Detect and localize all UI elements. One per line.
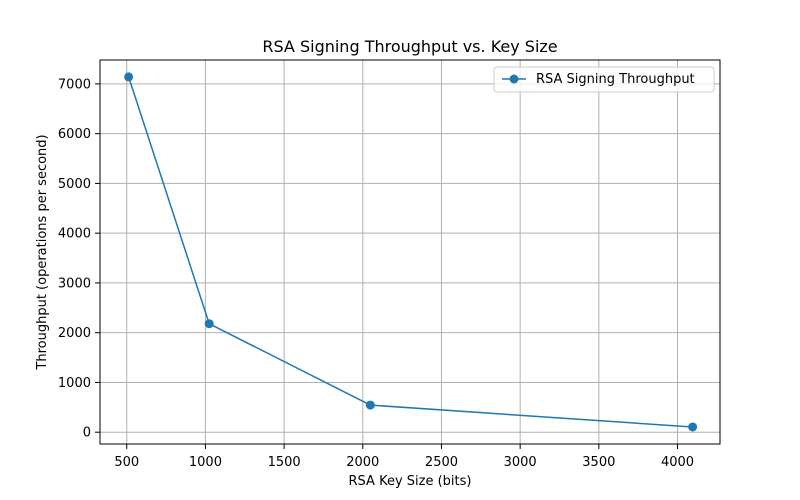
series-line xyxy=(127,76,693,428)
y-tick-label: 2000 xyxy=(58,326,91,341)
x-axis: 500 1000 1500 2000 2500 3000 3500 4000 xyxy=(114,444,694,470)
y-tick-label: 5000 xyxy=(58,177,91,192)
x-tick-label: 3500 xyxy=(582,455,615,470)
x-tick-label: 4000 xyxy=(661,455,694,470)
y-tick-label: 1000 xyxy=(58,376,91,391)
x-axis-title: RSA Key Size (bits) xyxy=(349,474,472,489)
plot-background xyxy=(100,60,720,444)
y-tick-label: 4000 xyxy=(58,227,91,242)
x-tick-label: 2500 xyxy=(425,455,458,470)
legend-label: RSA Signing Throughput xyxy=(536,72,695,87)
x-tick-label: 2000 xyxy=(346,455,379,470)
x-tick-label: 1500 xyxy=(268,455,301,470)
x-tick-label: 500 xyxy=(114,455,139,470)
grid-lines xyxy=(100,60,720,444)
data-point-marker xyxy=(365,400,375,410)
legend: RSA Signing Throughput xyxy=(493,66,715,93)
series-layer xyxy=(124,72,698,432)
data-point-marker xyxy=(124,72,134,82)
y-axis: 0 1000 2000 3000 4000 5000 6000 7000 xyxy=(58,77,100,441)
data-point-marker xyxy=(204,319,214,329)
y-tick-label: 3000 xyxy=(58,276,91,291)
plot-area xyxy=(99,59,721,445)
data-point-marker xyxy=(688,422,698,432)
chart-title: RSA Signing Throughput vs. Key Size xyxy=(262,37,557,56)
y-tick-label: 6000 xyxy=(58,127,91,142)
y-tick-label: 7000 xyxy=(58,77,91,92)
y-axis-title: Throughput (operations per second) xyxy=(35,134,50,370)
legend-marker-swatch xyxy=(509,74,519,84)
x-tick-label: 1000 xyxy=(189,455,222,470)
x-tick-label: 3000 xyxy=(504,455,537,470)
plot-frame xyxy=(99,59,721,445)
y-tick-label: 0 xyxy=(83,426,91,441)
legend-box xyxy=(493,66,715,93)
